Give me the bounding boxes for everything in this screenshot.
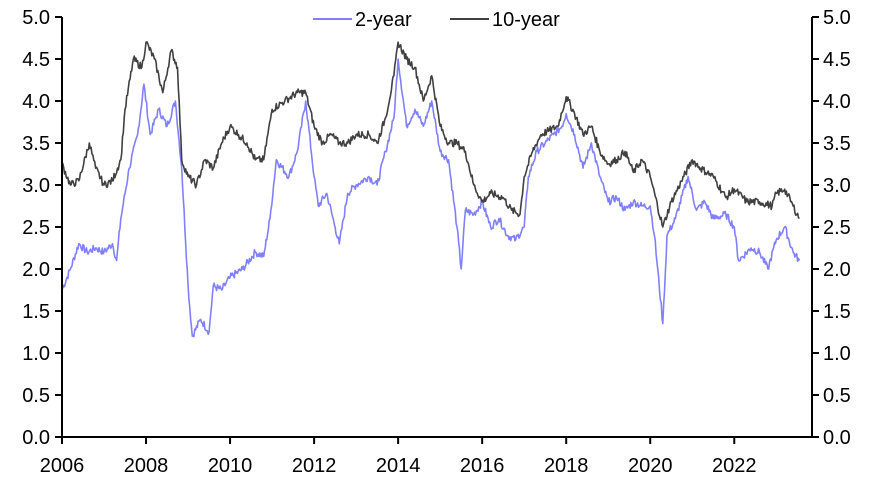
x-tick-label: 2014 — [376, 455, 421, 477]
y-tick-label-left: 1.5 — [22, 301, 50, 323]
y-tick-label-left: 5.0 — [22, 7, 50, 29]
x-tick-label: 2022 — [712, 455, 757, 477]
x-tick-label: 2012 — [292, 455, 337, 477]
y-tick-label-right: 0.5 — [823, 385, 851, 407]
y-tick-label-left: 0.0 — [22, 427, 50, 449]
y-tick-label-right: 0.0 — [823, 427, 851, 449]
y-tick-label-left: 4.0 — [22, 91, 50, 113]
series-line-2-year — [61, 58, 801, 338]
x-tick-label: 2020 — [628, 455, 673, 477]
y-tick-label-left: 2.5 — [22, 217, 50, 239]
y-tick-label-right: 1.5 — [823, 301, 851, 323]
x-tick-label: 2006 — [40, 455, 85, 477]
x-tick-label: 2018 — [544, 455, 589, 477]
y-tick-label-right: 1.0 — [823, 343, 851, 365]
y-tick-label-left: 1.0 — [22, 343, 50, 365]
y-tick-label-right: 4.5 — [823, 49, 851, 71]
series-layer — [61, 40, 801, 338]
y-tick-label-right: 2.0 — [823, 259, 851, 281]
y-tick-label-right: 2.5 — [823, 217, 851, 239]
y-tick-label-left: 3.0 — [22, 175, 50, 197]
y-tick-label-right: 3.0 — [823, 175, 851, 197]
y-tick-label-left: 3.5 — [22, 133, 50, 155]
y-tick-label-right: 3.5 — [823, 133, 851, 155]
y-tick-label-left: 4.5 — [22, 49, 50, 71]
legend-label-2-year: 2-year — [355, 9, 412, 31]
legend-label-10-year: 10-year — [492, 9, 560, 31]
ticks: 2006 2008 2010 2012 2014 2016 2018 2020 2022 0.0 0… — [22, 7, 851, 477]
x-tick-label: 2016 — [460, 455, 505, 477]
x-tick-label: 2008 — [124, 455, 169, 477]
series-line-10-year — [61, 40, 800, 228]
legend: 2-year 10-year — [313, 9, 560, 31]
y-tick-label-left: 2.0 — [22, 259, 50, 281]
y-tick-label-left: 0.5 — [22, 385, 50, 407]
x-tick-label: 2010 — [208, 455, 253, 477]
y-tick-label-right: 5.0 — [823, 7, 851, 29]
y-tick-label-right: 4.0 — [823, 91, 851, 113]
